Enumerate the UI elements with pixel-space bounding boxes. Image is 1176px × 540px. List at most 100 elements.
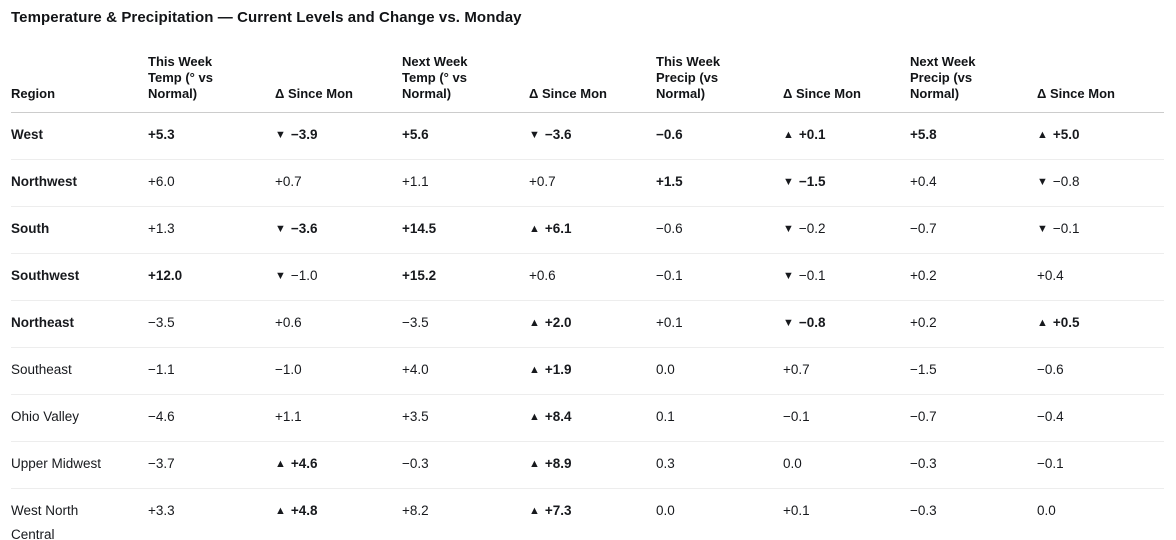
cell-value: −0.8	[1052, 174, 1080, 189]
value-cell-delta-since-mon-1: +0.7	[275, 159, 402, 207]
value-cell-this-week-precip: 0.0	[656, 489, 783, 540]
region-cell: Northwest	[11, 159, 148, 207]
cell-value: +0.4	[1037, 268, 1064, 283]
cell-value: +1.1	[275, 409, 302, 424]
value-cell-delta-since-mon-1: ▼ −1.0	[275, 253, 402, 301]
value-cell-next-week-precip: −1.5	[910, 347, 1037, 395]
column-header-delta-since-mon-2: Δ Since Mon	[529, 41, 656, 113]
table-header-row: Region This Week Temp (° vs Normal) Δ Sinc…	[11, 41, 1164, 113]
value-cell-next-week-temp: +15.2	[402, 253, 529, 301]
value-cell-delta-since-mon-3: ▲ +0.1	[783, 112, 910, 160]
column-header-delta-since-mon-3: Δ Since Mon	[783, 41, 910, 113]
value-cell-delta-since-mon-2: ▲ +8.4	[529, 394, 656, 442]
region-cell: South	[11, 206, 148, 254]
arrow-up-icon: ▲	[529, 505, 540, 517]
value-cell-next-week-temp: +3.5	[402, 394, 529, 442]
cell-value: +0.4	[910, 174, 937, 189]
value-cell-next-week-precip: −0.3	[910, 489, 1037, 540]
cell-value: −0.7	[910, 221, 937, 236]
region-cell: Southeast	[11, 347, 148, 395]
value-cell-this-week-temp: +6.0	[148, 159, 275, 207]
cell-value: +4.0	[402, 362, 429, 377]
value-cell-delta-since-mon-2: ▲ +7.3	[529, 489, 656, 540]
region-cell: Northeast	[11, 300, 148, 348]
cell-value: −1.5	[910, 362, 937, 377]
cell-value: +3.5	[402, 409, 429, 424]
region-cell: West	[11, 112, 148, 160]
value-cell-next-week-temp: +5.6	[402, 112, 529, 160]
value-cell-delta-since-mon-3: +0.1	[783, 489, 910, 540]
value-cell-delta-since-mon-2: ▼ −3.6	[529, 112, 656, 160]
table-row: Southwest +12.0 ▼ −1.0 +15.2 +0.6 −0.1 ▼ −0.1 +0.…	[11, 253, 1164, 301]
value-cell-delta-since-mon-3: +0.7	[783, 347, 910, 395]
value-cell-delta-since-mon-1: ▼ −3.9	[275, 112, 402, 160]
value-cell-delta-since-mon-4: ▼ −0.8	[1037, 159, 1164, 207]
cell-value: +0.6	[529, 268, 556, 283]
table-row: South +1.3 ▼ −3.6 +14.5 ▲ +6.1 −0.6 ▼ −0.2 −0.7 ▼ −0…	[11, 206, 1164, 254]
cell-value: +5.0	[1052, 127, 1080, 142]
cell-value: −1.0	[290, 268, 318, 283]
arrow-down-icon: ▼	[783, 317, 794, 329]
arrow-down-icon: ▼	[275, 270, 286, 282]
cell-value: −3.7	[148, 456, 175, 471]
arrow-up-icon: ▲	[1037, 129, 1048, 141]
table-row: West North Central +3.3 ▲ +4.8 +8.2 ▲ +7.3 0.0 +…	[11, 489, 1164, 540]
cell-value: −0.1	[1052, 221, 1080, 236]
arrow-down-icon: ▼	[1037, 176, 1048, 188]
arrow-up-icon: ▲	[275, 505, 286, 517]
cell-value: +5.3	[148, 127, 175, 142]
cell-value: +1.9	[544, 362, 572, 377]
column-header-delta-since-mon-1: Δ Since Mon	[275, 41, 402, 113]
cell-value: +15.2	[402, 268, 437, 283]
value-cell-this-week-precip: 0.1	[656, 394, 783, 442]
value-cell-this-week-precip: 0.3	[656, 441, 783, 489]
arrow-down-icon: ▼	[275, 223, 286, 235]
region-cell: Ohio Valley	[11, 394, 148, 442]
region-cell: Southwest	[11, 253, 148, 301]
value-cell-delta-since-mon-2: ▲ +8.9	[529, 441, 656, 489]
arrow-up-icon: ▲	[783, 129, 794, 141]
cell-value: −0.6	[656, 127, 683, 142]
value-cell-delta-since-mon-4: −0.1	[1037, 441, 1164, 489]
value-cell-delta-since-mon-4: +0.4	[1037, 253, 1164, 301]
cell-value: +1.5	[656, 174, 683, 189]
cell-value: 0.0	[656, 503, 675, 518]
cell-value: +0.7	[275, 174, 302, 189]
cell-value: 0.3	[656, 456, 675, 471]
arrow-up-icon: ▲	[529, 223, 540, 235]
value-cell-next-week-precip: +5.8	[910, 112, 1037, 160]
cell-value: +0.2	[910, 315, 937, 330]
value-cell-delta-since-mon-3: 0.0	[783, 441, 910, 489]
column-header-this-week-temp: This Week Temp (° vs Normal)	[148, 41, 275, 113]
table-row: Upper Midwest −3.7 ▲ +4.6 −0.3 ▲ +8.9 0.3 0.0 −0.…	[11, 441, 1164, 489]
table-row: Ohio Valley −4.6 +1.1 +3.5 ▲ +8.4 0.1 −0.1 −0.7 −…	[11, 394, 1164, 442]
column-header-region: Region	[11, 41, 148, 113]
value-cell-this-week-temp: +5.3	[148, 112, 275, 160]
table-row: Northwest +6.0 +0.7 +1.1 +0.7 +1.5 ▼ −1.5 +0.4 ▼ −…	[11, 159, 1164, 207]
cell-value: +12.0	[148, 268, 183, 283]
value-cell-delta-since-mon-4: −0.4	[1037, 394, 1164, 442]
value-cell-this-week-temp: −3.5	[148, 300, 275, 348]
cell-value: −0.1	[798, 268, 826, 283]
cell-value: 0.0	[1037, 503, 1056, 518]
value-cell-delta-since-mon-3: ▼ −0.2	[783, 206, 910, 254]
region-cell: West North Central	[11, 503, 79, 540]
value-cell-delta-since-mon-3: ▼ −0.1	[783, 253, 910, 301]
cell-value: −0.2	[798, 221, 826, 236]
value-cell-delta-since-mon-1: −1.0	[275, 347, 402, 395]
value-cell-this-week-temp: −1.1	[148, 347, 275, 395]
value-cell-next-week-precip: −0.3	[910, 441, 1037, 489]
temp-precip-table: Region This Week Temp (° vs Normal) Δ Sinc…	[11, 41, 1164, 540]
value-cell-this-week-precip: +1.5	[656, 159, 783, 207]
value-cell-this-week-precip: −0.6	[656, 206, 783, 254]
value-cell-delta-since-mon-2: +0.7	[529, 159, 656, 207]
cell-value: −3.5	[148, 315, 175, 330]
table-row: Southeast −1.1 −1.0 +4.0 ▲ +1.9 0.0 +0.7 −1.5 −0.…	[11, 347, 1164, 395]
arrow-down-icon: ▼	[783, 223, 794, 235]
cell-value: −0.3	[910, 503, 937, 518]
arrow-up-icon: ▲	[275, 458, 286, 470]
cell-value: +2.0	[544, 315, 572, 330]
value-cell-delta-since-mon-2: +0.6	[529, 253, 656, 301]
table-row: Northeast −3.5 +0.6 −3.5 ▲ +2.0 +0.1 ▼ −0.8 +0.2 ▲…	[11, 300, 1164, 348]
